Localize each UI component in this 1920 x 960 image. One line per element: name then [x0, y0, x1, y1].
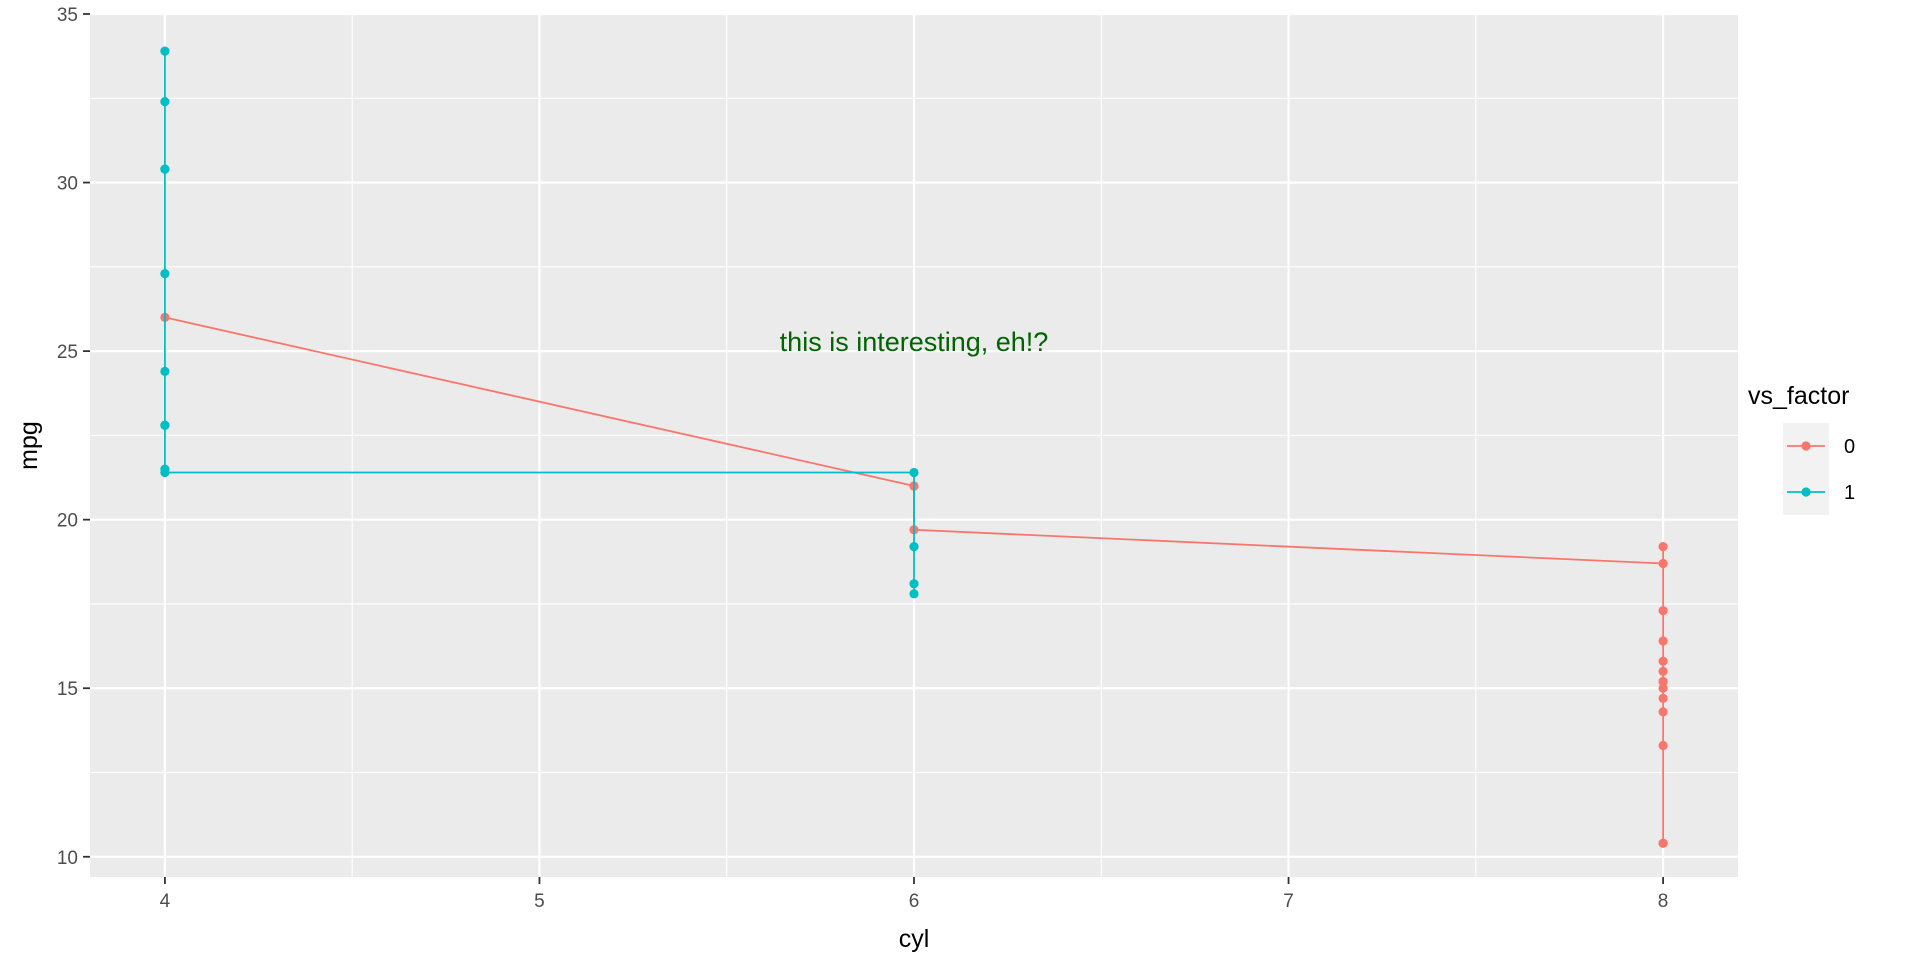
data-point	[160, 268, 170, 279]
data-point	[1658, 838, 1668, 848]
data-point	[1658, 558, 1668, 569]
y-tick-label: 20	[57, 511, 78, 532]
data-point	[1658, 676, 1668, 687]
x-tick-label: 5	[534, 891, 545, 912]
data-point	[909, 467, 919, 478]
legend-key-point	[1801, 441, 1811, 451]
annotation-text: this is interesting, eh!?	[780, 327, 1049, 357]
data-point	[160, 420, 170, 430]
data-point	[909, 589, 919, 599]
legend-item-1: 1	[1783, 469, 1855, 515]
series-line-0	[164, 316, 1664, 844]
y-axis: 10 15 20 25 30 35	[57, 5, 90, 869]
x-axis-title: cyl	[899, 925, 930, 953]
data-point	[160, 97, 170, 107]
data-point	[1658, 740, 1668, 751]
series-layer	[160, 46, 1668, 848]
series-1	[160, 46, 919, 599]
data-point	[1658, 636, 1668, 646]
x-axis: 4 5 6 7 8	[160, 877, 1669, 912]
data-point	[1658, 683, 1668, 693]
data-point	[1658, 693, 1668, 703]
x-tick-label: 6	[909, 891, 920, 912]
data-point	[160, 366, 170, 376]
x-tick-label: 8	[1658, 891, 1669, 912]
y-tick-label: 15	[57, 679, 78, 700]
y-tick-label: 10	[57, 848, 78, 869]
data-point	[160, 46, 170, 56]
data-point	[1658, 707, 1668, 717]
y-axis-title: mpg	[15, 421, 43, 470]
legend-keys: 01	[1783, 423, 1855, 515]
y-tick-label: 25	[57, 342, 78, 363]
data-point	[909, 579, 919, 589]
data-point	[1658, 542, 1668, 552]
series-0	[160, 312, 1668, 848]
x-tick-label: 4	[160, 891, 171, 912]
legend-title: vs_factor	[1748, 382, 1849, 410]
y-tick-label: 35	[57, 5, 78, 26]
data-point	[909, 542, 919, 552]
data-point	[160, 467, 170, 478]
data-point	[1658, 666, 1668, 676]
y-tick-label: 30	[57, 174, 78, 195]
data-point	[160, 164, 170, 174]
legend-item-0: 0	[1783, 423, 1855, 469]
data-point	[1658, 606, 1668, 616]
x-tick-label: 7	[1283, 891, 1294, 912]
data-point	[1658, 656, 1668, 666]
legend-key-point	[1801, 487, 1811, 497]
legend: vs_factor 01	[1748, 382, 1855, 515]
legend-label: 1	[1844, 482, 1855, 504]
legend-label: 0	[1844, 436, 1855, 458]
